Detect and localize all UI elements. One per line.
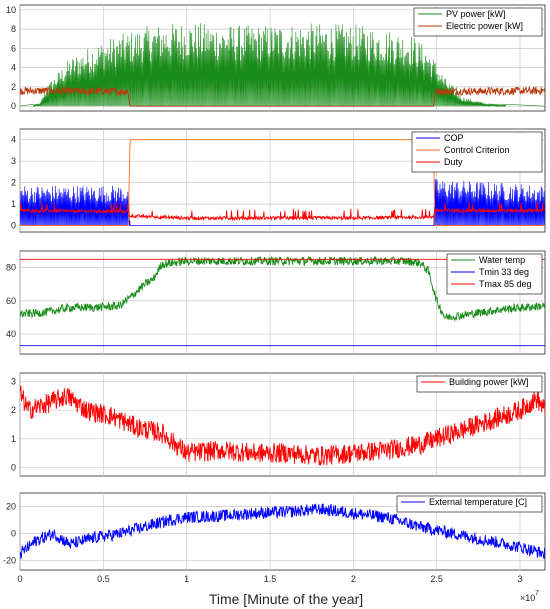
y-tick-label: 60 [6, 296, 16, 306]
y-tick-label: 0 [11, 101, 16, 111]
legend: External temperature [C] [396, 495, 543, 513]
legend-box [411, 131, 543, 173]
x-exponent-power: 7 [535, 590, 539, 597]
y-tick-label: 0 [11, 529, 16, 539]
legend: Building power [kW] [416, 375, 543, 393]
series-group [20, 385, 545, 466]
y-tick-label: 0 [11, 221, 16, 231]
y-tick-label: 0 [11, 462, 16, 472]
series-line-water-temp [20, 255, 545, 322]
y-tick-label: 10 [6, 5, 16, 15]
y-tick-label: -20 [3, 556, 16, 566]
series-line-pv-power-kw [20, 23, 545, 108]
legend-label-external-temperature-c: External temperature [C] [429, 497, 527, 507]
series-group [20, 23, 545, 108]
y-tick-label: 3 [11, 377, 16, 387]
legend-label-tmin-33-deg: Tmin 33 deg [479, 267, 529, 277]
legend-label-water-temp: Water temp [479, 255, 525, 265]
series-group [20, 503, 545, 560]
y-tick-label: 1 [11, 434, 16, 444]
y-tick-label: 4 [11, 135, 16, 145]
legend-label-pv-power-kw: PV power [kW] [446, 9, 506, 19]
series-line-duty [20, 201, 545, 222]
y-tick-label: 2 [11, 82, 16, 92]
legend-label-cop: COP [444, 133, 464, 143]
panel-1: 0 2 4 6 8 10 PV power [kW] Electric power [kW] [6, 4, 546, 112]
series-line-external-temperature-c [20, 503, 545, 560]
legend-box [413, 7, 543, 37]
y-tick-label: 1 [11, 199, 16, 209]
series-line-electric-power-kw [20, 85, 545, 107]
legend: COP Control Criterion Duty [411, 131, 543, 173]
y-tick-label: 6 [11, 43, 16, 53]
panel-2: 0 1 2 3 4 COP Control Criterion Duty [11, 128, 546, 233]
y-tick-label: 4 [11, 63, 16, 73]
legend-label-duty: Duty [444, 157, 463, 167]
x-tick-label: 2 [351, 574, 356, 584]
legend-box [396, 495, 543, 513]
y-tick-label: 3 [11, 156, 16, 166]
legend-label-control-criterion: Control Criterion [444, 145, 510, 155]
x-tick-label: 3 [517, 574, 522, 584]
legend-label-building-power-kw: Building power [kW] [449, 377, 529, 387]
series-line-cop [20, 178, 545, 226]
x-tick-label: 0.5 [97, 574, 110, 584]
series-group [20, 139, 545, 227]
legend-box [446, 253, 543, 295]
y-tick-label: 2 [11, 405, 16, 415]
x-tick-label: 1.5 [264, 574, 277, 584]
y-tick-label: 80 [6, 263, 16, 273]
legend: Water temp Tmin 33 deg Tmax 85 deg [446, 253, 543, 295]
x-exponent-base: ×10 [520, 593, 535, 603]
legend-box [416, 375, 543, 393]
x-axis-label: Time [Minute of the year] [209, 591, 363, 607]
series-line-building-power-kw [20, 385, 545, 466]
panel-4: 0 1 2 3 Building power [kW] [11, 372, 546, 477]
series-line-control-criterion [20, 139, 545, 227]
x-tick-label: 0 [17, 574, 22, 584]
y-tick-label: 2 [11, 178, 16, 188]
y-tick-label: 8 [11, 24, 16, 34]
legend: PV power [kW] Electric power [kW] [413, 7, 543, 37]
y-tick-label: 20 [6, 502, 16, 512]
legend-label-electric-power-kw: Electric power [kW] [446, 21, 523, 31]
legend-label-tmax-85-deg: Tmax 85 deg [479, 279, 532, 289]
y-tick-label: 40 [6, 329, 16, 339]
x-tick-label: 2.5 [430, 574, 443, 584]
x-tick-label: 1 [184, 574, 189, 584]
panel-3: 40 60 80 Water temp Tmin 33 deg Tmax 85 deg [6, 250, 546, 355]
